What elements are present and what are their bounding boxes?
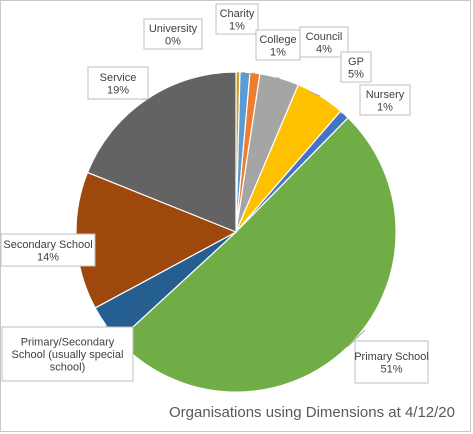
callout-box: [0, 233, 96, 267]
slice-value-label: 14%: [37, 251, 59, 263]
slice-category-label: School (usually special: [12, 349, 124, 361]
slice-value-label: 5%: [348, 68, 364, 80]
slice-category-label: Primary School: [354, 351, 429, 363]
slices-layer: [75, 71, 397, 393]
data-label-gp: GP5%: [340, 51, 372, 83]
slice-category-label: Council: [306, 31, 343, 43]
slice-category-label: University: [149, 23, 198, 35]
slice-category-label: Charity: [220, 8, 255, 20]
slice-value-label: 1%: [229, 20, 245, 32]
slice-category-label: Nursery: [366, 89, 405, 101]
slice-value-label: 1%: [270, 46, 286, 58]
slice-category-label: College: [259, 34, 296, 46]
leader-line-college: [247, 72, 256, 75]
slice-value-label: 51%: [380, 363, 402, 375]
slice-category-label: Secondary School: [3, 239, 92, 251]
leader-line-charity: [240, 71, 246, 74]
chart-title: Organisations using Dimensions at 4/12/2…: [169, 404, 455, 421]
callout-box: [354, 340, 429, 384]
slice-value-label: 1%: [377, 101, 393, 113]
slice-category-label: Primary/Secondary: [21, 337, 115, 349]
slice-category-label: GP: [348, 56, 364, 68]
callout-box: [143, 18, 203, 50]
slice-primary-school: [117, 116, 397, 393]
slice-value-label: 4%: [316, 43, 332, 55]
callout-box: [87, 66, 149, 100]
slice-service: [86, 71, 237, 233]
leader-line-gp: [309, 91, 321, 97]
leader-line-primary-school: [347, 329, 366, 348]
slice-value-label: 0%: [165, 35, 181, 47]
slice-category-label: school): [50, 362, 85, 374]
leader-line-nursery: [339, 112, 345, 115]
callout-box: [299, 26, 349, 58]
callout-box: [1, 326, 134, 382]
callout-box: [359, 84, 411, 116]
callout-box: [255, 29, 301, 61]
callout-box: [215, 3, 259, 35]
slice-category-label: Service: [100, 72, 137, 84]
slice-value-label: 19%: [107, 84, 129, 96]
callout-box: [340, 51, 372, 83]
labels-layer: University0%Charity1%College1%Council4%G…: [0, 3, 429, 384]
